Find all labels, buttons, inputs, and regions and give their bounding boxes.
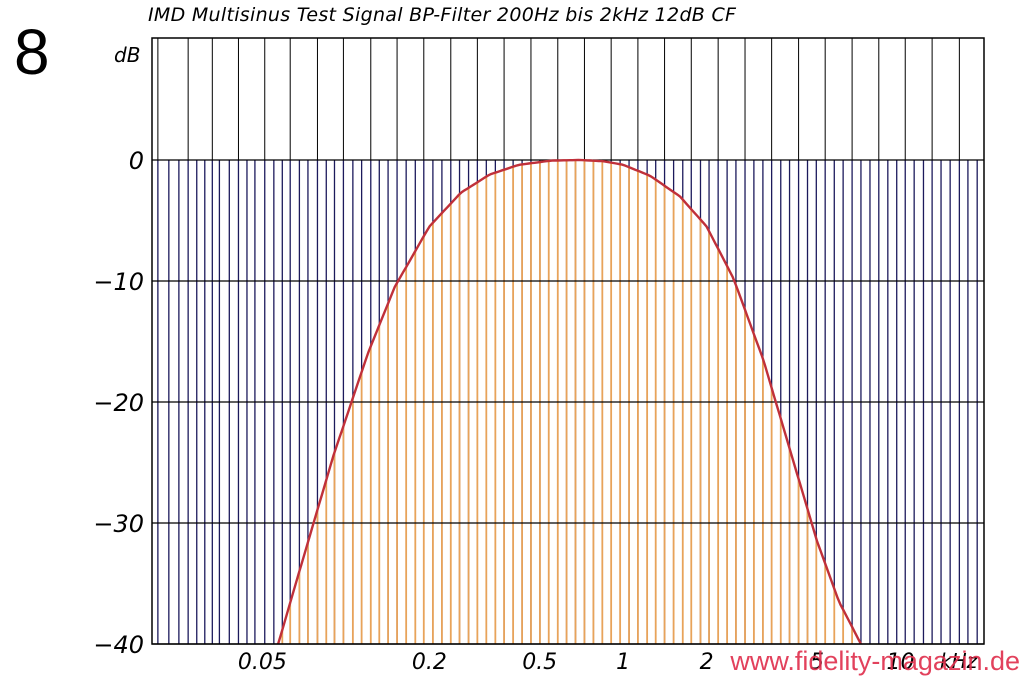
test-tone-lines [157,38,978,644]
watermark: www.fidelity-magazin.de [730,646,1020,676]
chart-title: IMD Multisinus Test Signal BP-Filter 200… [148,4,737,26]
x-tick-label: 0.05 [238,650,287,675]
y-tick-label: −10 [93,268,144,296]
x-axis-unit: kHz [940,649,978,673]
x-tick-labels: 0.05 0.2 0.5 1 2 5 10 [238,650,915,675]
grid-lines [152,159,984,645]
y-tick-label: −40 [93,631,144,659]
y-tick-label: −20 [93,389,144,417]
y-tick-label: 0 [129,147,144,175]
response-curve [276,158,862,645]
x-tick-label: 5 [810,650,824,675]
plot-frame [151,37,985,645]
y-axis-unit: dB [114,43,140,67]
x-tick-label: 10 [887,650,915,675]
x-tick-label: 1 [616,650,630,675]
response-curve-group [276,158,862,645]
figure-number: 8 [14,16,50,88]
y-tick-labels: 0 −10 −20 −30 −40 [93,147,144,659]
x-tick-label: 0.2 [412,650,447,675]
y-tick-label: −30 [93,510,144,538]
x-tick-label: 0.5 [522,650,557,675]
x-tick-label: 2 [700,650,714,675]
